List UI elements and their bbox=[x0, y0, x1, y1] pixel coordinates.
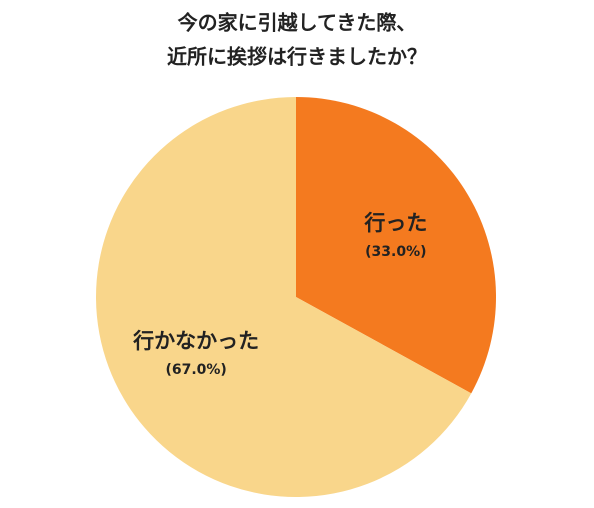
slice-label: 行かなかった bbox=[132, 329, 259, 353]
chart-title: 近所に挨拶は行きましたか？ bbox=[167, 45, 427, 69]
pie-slice bbox=[95, 97, 472, 498]
chart-title: 今の家に引越してきた際、 bbox=[178, 11, 417, 35]
slice-label: 行った bbox=[363, 211, 427, 235]
value-label: (67.0%) bbox=[165, 362, 226, 378]
value-label: (33.0%) bbox=[365, 244, 426, 260]
pie-slice bbox=[296, 97, 496, 394]
